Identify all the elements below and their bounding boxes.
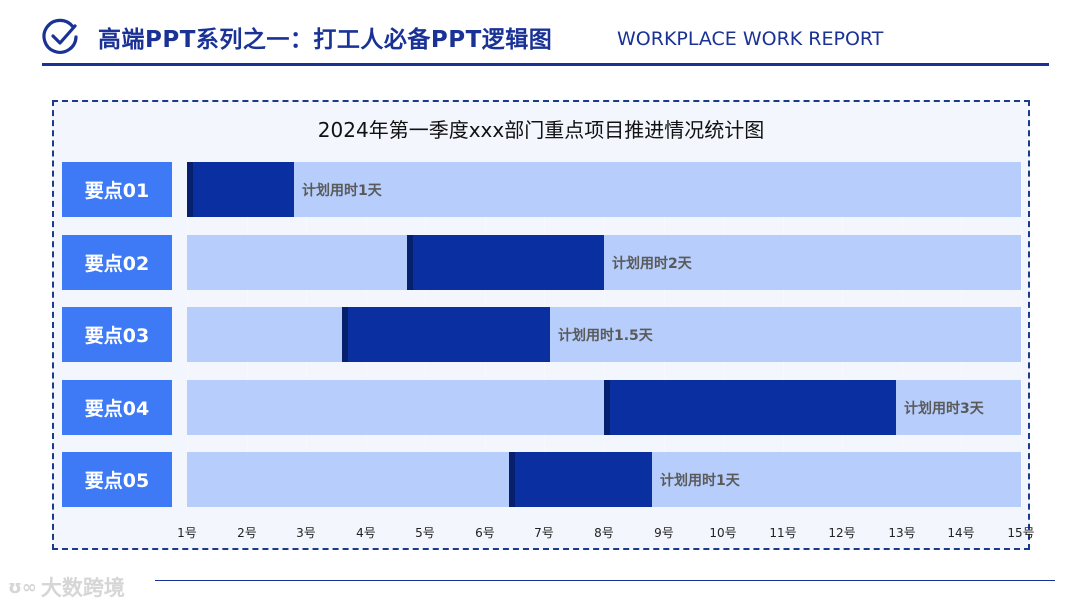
row-track: [187, 162, 1021, 217]
bar-annotation: 计划用时1天: [302, 182, 382, 199]
x-tick-label: 15号: [1007, 526, 1035, 540]
x-tick-label: 2号: [237, 526, 257, 540]
row-track: [187, 235, 1021, 290]
x-tick-label: 5号: [415, 526, 435, 540]
x-tick-label: 10号: [709, 526, 737, 540]
x-tick-label: 3号: [296, 526, 316, 540]
gantt-bar: [193, 162, 294, 217]
x-tick-label: 6号: [475, 526, 495, 540]
x-tick-label: 1号: [177, 526, 197, 540]
check-circle-icon: [42, 18, 78, 54]
page-subtitle: WORKPLACE WORK REPORT: [617, 28, 884, 50]
row-label: 要点04: [62, 380, 172, 435]
x-tick-label: 9号: [654, 526, 674, 540]
x-tick-label: 8号: [594, 526, 614, 540]
row-label: 要点05: [62, 452, 172, 507]
bar-annotation: 计划用时1天: [660, 472, 740, 489]
watermark-text: 大数跨境: [40, 576, 125, 600]
gantt-bar: [413, 235, 604, 290]
x-tick-label: 7号: [534, 526, 554, 540]
bar-annotation: 计划用时3天: [904, 400, 984, 417]
footer-divider: [155, 580, 1055, 581]
x-tick-label: 4号: [356, 526, 376, 540]
gantt-bar: [610, 380, 896, 435]
bar-edge: [509, 452, 517, 507]
row-label: 要点03: [62, 307, 172, 362]
chart-title: 2024年第一季度xxx部门重点项目推进情况统计图: [317, 118, 765, 142]
x-tick-label: 13号: [888, 526, 916, 540]
row-label: 要点01: [62, 162, 172, 217]
page-title: 高端PPT系列之一：打工人必备PPT逻辑图: [98, 27, 553, 53]
watermark: ʊ∞ 大数跨境: [8, 572, 125, 602]
bar-edge: [604, 380, 612, 435]
gantt-bar: [348, 307, 550, 362]
x-tick-label: 14号: [947, 526, 975, 540]
row-track: [187, 307, 1021, 362]
bar-edge: [407, 235, 415, 290]
watermark-logo-icon: ʊ∞: [8, 577, 37, 598]
bar-annotation: 计划用时1.5天: [558, 327, 653, 344]
grid-line: [1021, 162, 1022, 507]
bar-edge: [187, 162, 195, 217]
gantt-bar: [515, 452, 652, 507]
row-label: 要点02: [62, 235, 172, 290]
bar-annotation: 计划用时2天: [612, 255, 692, 272]
x-tick-label: 11号: [769, 526, 797, 540]
header-divider: [42, 63, 1049, 66]
x-tick-label: 12号: [828, 526, 856, 540]
bar-edge: [342, 307, 350, 362]
